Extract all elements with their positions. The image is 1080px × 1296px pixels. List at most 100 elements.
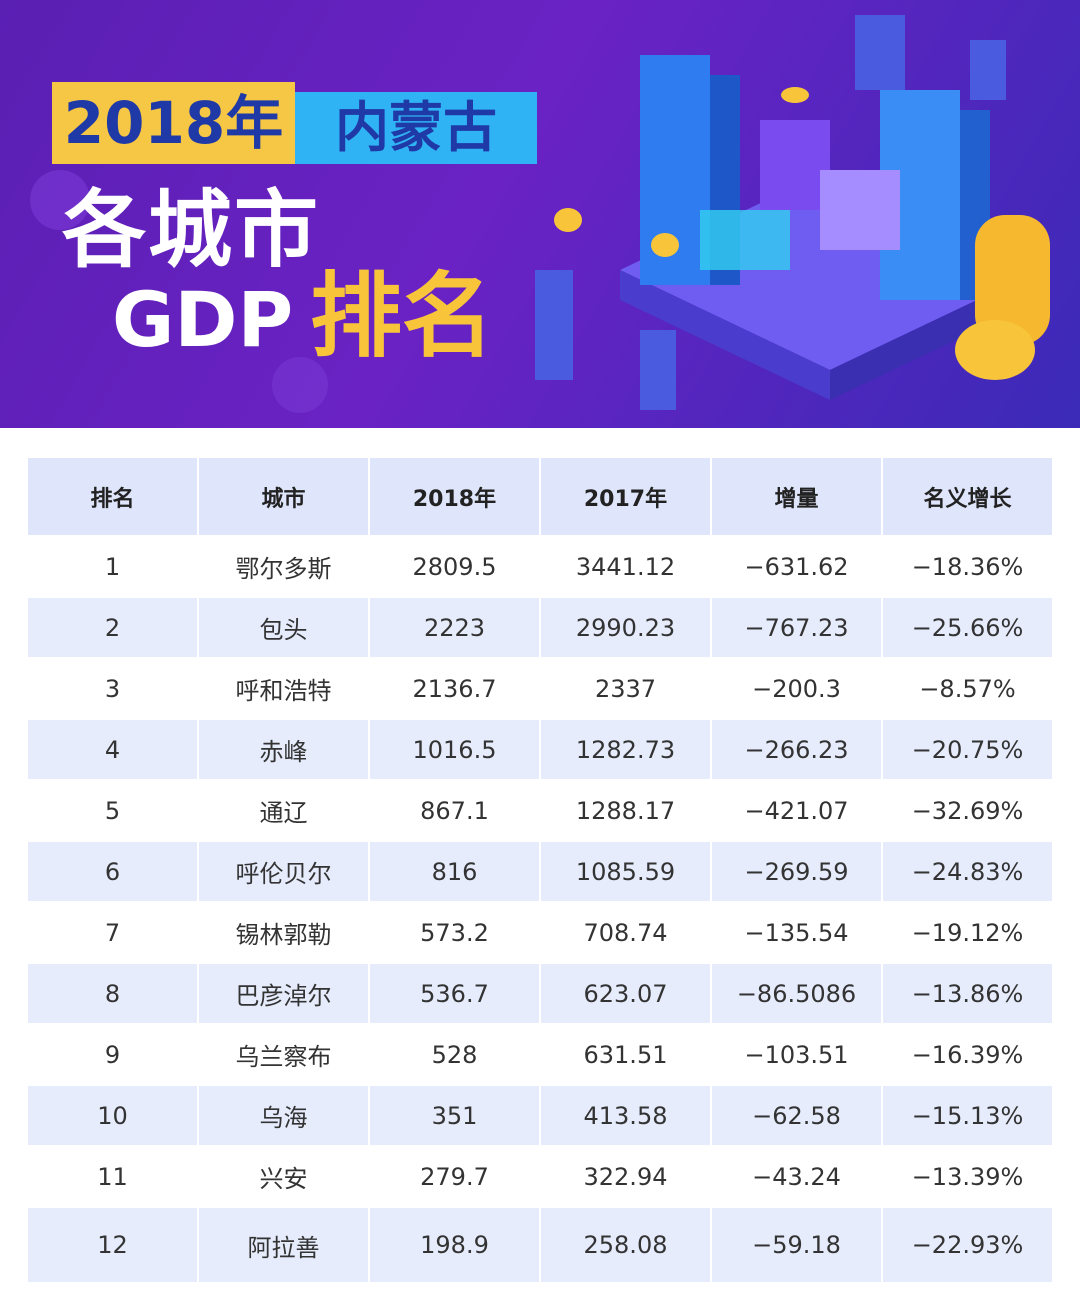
table-cell: 10	[28, 1086, 197, 1145]
column-header: 城市	[199, 458, 368, 535]
header-row: 排名 城市 2018年 2017年 增量 名义增长	[28, 458, 1052, 535]
table-cell: −103.51	[712, 1025, 881, 1084]
table-row: 3 呼和浩特 2136.7 2337 −200.3 −8.57%	[28, 659, 1052, 718]
table-cell: −269.59	[712, 842, 881, 901]
table-cell: 通辽	[199, 781, 368, 840]
table-cell: −200.3	[712, 659, 881, 718]
gdp-table: 排名 城市 2018年 2017年 增量 名义增长 1 鄂尔多斯 2809.5 3441.12−…	[26, 456, 1054, 1284]
table-cell: 631.51	[541, 1025, 710, 1084]
banner: 2018年 内蒙古 各城市 GDP 排名	[0, 0, 1080, 428]
table-cell: 1282.73	[541, 720, 710, 779]
table-row: 9 乌兰察布 528 631.51 −103.51 −16.39%	[28, 1025, 1052, 1084]
table-cell: −19.12%	[883, 903, 1052, 962]
table-cell: 528	[370, 1025, 539, 1084]
table-cell: −421.07	[712, 781, 881, 840]
table-cell: 2	[28, 598, 197, 657]
table-cell: 鄂尔多斯	[199, 537, 368, 596]
table-cell: 兴安	[199, 1147, 368, 1206]
table-cell: 198.9	[370, 1208, 539, 1282]
table-cell: 12	[28, 1208, 197, 1282]
table-row: 11 兴安 279.7 322.94 −43.24 −13.39%	[28, 1147, 1052, 1206]
table-cell: 2136.7	[370, 659, 539, 718]
table-cell: 9	[28, 1025, 197, 1084]
table-head: 排名 城市 2018年 2017年 增量 名义增长	[28, 458, 1052, 535]
table-cell: −767.23	[712, 598, 881, 657]
table-cell: 279.7	[370, 1147, 539, 1206]
table-cell: −25.66%	[883, 598, 1052, 657]
column-header: 排名	[28, 458, 197, 535]
column-header: 2017年	[541, 458, 710, 535]
column-header: 2018年	[370, 458, 539, 535]
table-cell: 赤峰	[199, 720, 368, 779]
table-cell: −20.75%	[883, 720, 1052, 779]
table-row: 10 乌海 351 413.58 −62.58 −15.13%	[28, 1086, 1052, 1145]
table-cell: 阿拉善	[199, 1208, 368, 1282]
table-cell: 2223	[370, 598, 539, 657]
illustration	[30, 15, 1050, 413]
table-cell: −16.39%	[883, 1025, 1052, 1084]
table-cell: −62.58	[712, 1086, 881, 1145]
table-cell: 包头	[199, 598, 368, 657]
table-cell: 708.74	[541, 903, 710, 962]
table-row: 12 阿拉善 198.9 258.08 −59.18 −22.93%	[28, 1208, 1052, 1282]
table-cell: −13.86%	[883, 964, 1052, 1023]
table-cell: 3441.12	[541, 537, 710, 596]
table-cell: 413.58	[541, 1086, 710, 1145]
table-cell: −631.62	[712, 537, 881, 596]
table-cell: −266.23	[712, 720, 881, 779]
table-cell: −18.36%	[883, 537, 1052, 596]
table-cell: −22.93%	[883, 1208, 1052, 1282]
title-rank: 排名	[310, 263, 495, 370]
table-cell: −8.57%	[883, 659, 1052, 718]
table-row: 6 呼伦贝尔 816 1085.59 −269.59 −24.83%	[28, 842, 1052, 901]
column-header: 名义增长	[883, 458, 1052, 535]
table-cell: 2809.5	[370, 537, 539, 596]
title-gdp: GDP	[112, 275, 294, 364]
table-cell: 2990.23	[541, 598, 710, 657]
table-cell: 巴彦淖尔	[199, 964, 368, 1023]
table-cell: −13.39%	[883, 1147, 1052, 1206]
table-row: 1 鄂尔多斯 2809.5 3441.12 −631.62 −18.36%	[28, 537, 1052, 596]
table-cell: −15.13%	[883, 1086, 1052, 1145]
table-cell: 4	[28, 720, 197, 779]
table-cell: 351	[370, 1086, 539, 1145]
table-cell: 8	[28, 964, 197, 1023]
column-header: 增量	[712, 458, 881, 535]
table-cell: 乌海	[199, 1086, 368, 1145]
table-cell: 7	[28, 903, 197, 962]
table-cell: 11	[28, 1147, 197, 1206]
table-cell: −59.18	[712, 1208, 881, 1282]
table-cell: 锡林郭勒	[199, 903, 368, 962]
table-cell: 867.1	[370, 781, 539, 840]
table-cell: −43.24	[712, 1147, 881, 1206]
table-cell: 1085.59	[541, 842, 710, 901]
table-cell: 乌兰察布	[199, 1025, 368, 1084]
table-cell: −24.83%	[883, 842, 1052, 901]
table-cell: −135.54	[712, 903, 881, 962]
table-row: 4 赤峰 1016.5 1282.73 −266.23 −20.75%	[28, 720, 1052, 779]
table-cell: 2337	[541, 659, 710, 718]
table-cell: 5	[28, 781, 197, 840]
table-row: 2 包头 2223 2990.23 −767.23 −25.66%	[28, 598, 1052, 657]
table-cell: 1288.17	[541, 781, 710, 840]
table-cell: 呼和浩特	[199, 659, 368, 718]
table-row: 5 通辽 867.1 1288.17 −421.07 −32.69%	[28, 781, 1052, 840]
table-cell: 1016.5	[370, 720, 539, 779]
table-cell: 6	[28, 842, 197, 901]
table-cell: 816	[370, 842, 539, 901]
table-cell: 呼伦贝尔	[199, 842, 368, 901]
table-cell: 536.7	[370, 964, 539, 1023]
title-line: 各城市	[62, 181, 321, 279]
table-body: 1 鄂尔多斯 2809.5 3441.12 −631.62 −18.36% 2 包头 2223 2…	[28, 537, 1052, 1282]
table-cell: 1	[28, 537, 197, 596]
title-year: 2018年	[52, 82, 295, 164]
table-cell: 3	[28, 659, 197, 718]
table-cell: 258.08	[541, 1208, 710, 1282]
table-cell: −86.5086	[712, 964, 881, 1023]
table-row: 8 巴彦淖尔 536.7 623.07 −86.5086 −13.86%	[28, 964, 1052, 1023]
table-cell: 573.2	[370, 903, 539, 962]
table-cell: 623.07	[541, 964, 710, 1023]
table-row: 7 锡林郭勒 573.2 708.74 −135.54 −19.12%	[28, 903, 1052, 962]
table-cell: 322.94	[541, 1147, 710, 1206]
